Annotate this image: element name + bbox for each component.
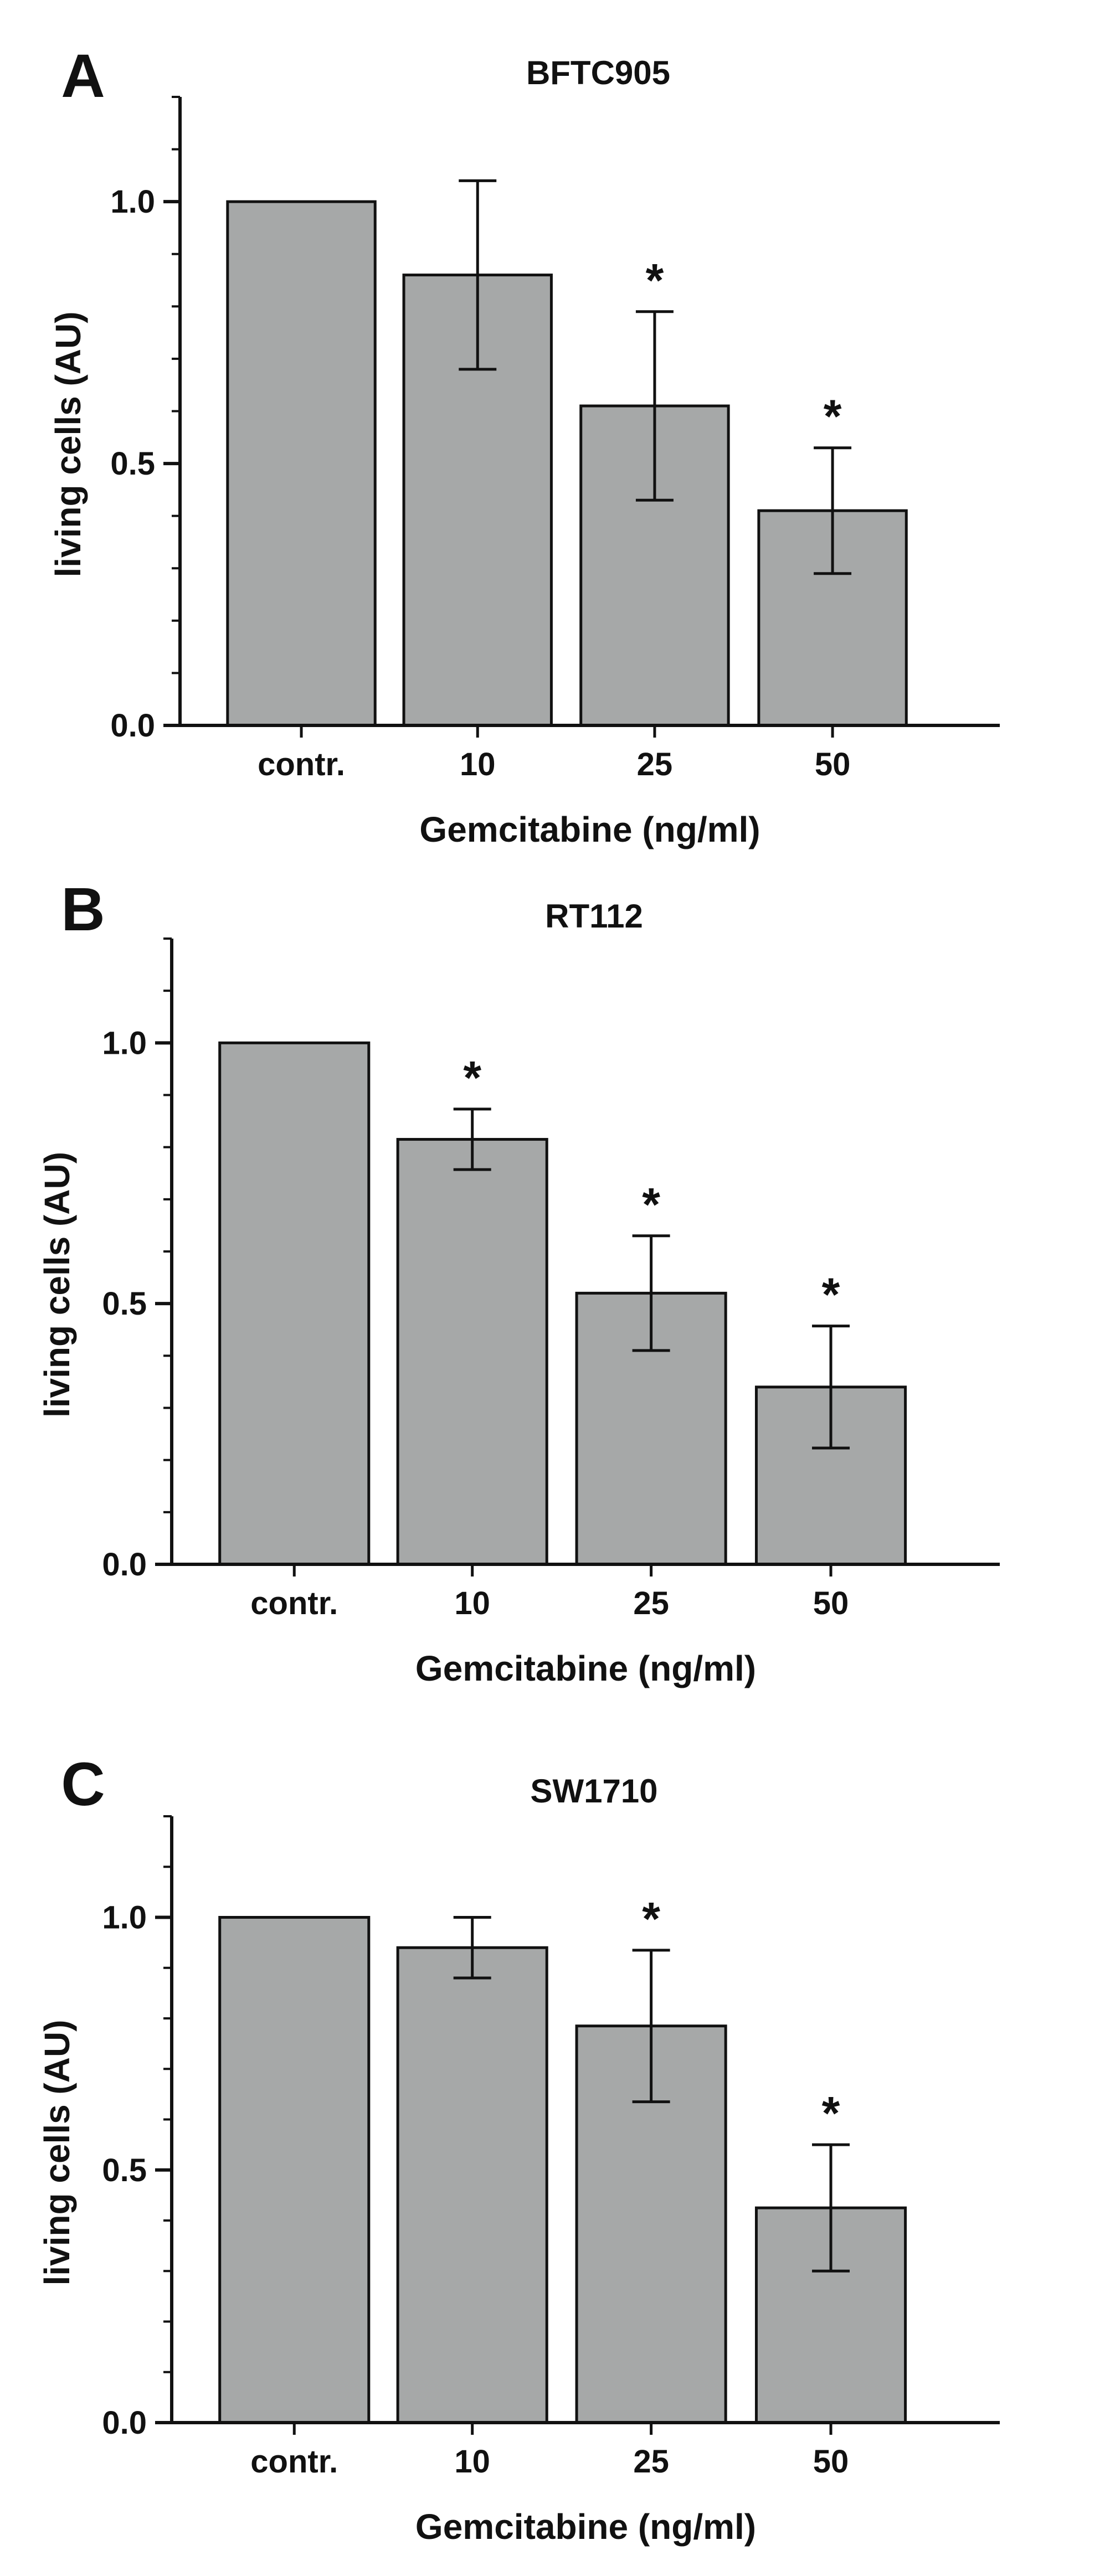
significance-marker: * bbox=[824, 390, 842, 442]
panel-a: A BFTC905 contr. 10 * 25 * 50 0.0 0.5 1.0 Gemcitabi… bbox=[48, 42, 1000, 849]
x-tick-label: 25 bbox=[637, 746, 673, 782]
y-tick-label: 1.0 bbox=[102, 1025, 147, 1061]
panel-b: B RT112 contr. * 10 * 25 * 50 0.0 0.5 1.0 Gemcitabin… bbox=[37, 875, 1000, 1688]
bar-10 bbox=[396, 1946, 548, 2424]
x-tick-label: contr. bbox=[250, 1585, 338, 1621]
significance-marker: * bbox=[822, 2087, 840, 2139]
x-axis-label: Gemcitabine (ng/ml) bbox=[415, 2507, 756, 2547]
significance-marker: * bbox=[822, 1269, 840, 1321]
significance-marker: * bbox=[646, 254, 664, 306]
significance-marker: * bbox=[642, 1893, 660, 1945]
x-tick-label: 50 bbox=[813, 1585, 849, 1621]
y-tick-label: 0.5 bbox=[102, 2152, 147, 2188]
y-tick-label: 0.0 bbox=[102, 1547, 147, 1583]
chart-title: SW1710 bbox=[530, 1773, 657, 1810]
panel-letter: A bbox=[61, 42, 105, 110]
chart-title: BFTC905 bbox=[526, 54, 670, 91]
y-axis-label: living cells (AU) bbox=[48, 311, 88, 577]
y-axis-label: living cells (AU) bbox=[37, 2019, 77, 2285]
x-tick-label: 25 bbox=[633, 2444, 669, 2480]
y-tick-label: 0.5 bbox=[102, 1286, 147, 1322]
x-tick-label: 25 bbox=[633, 1585, 669, 1621]
x-tick-label: contr. bbox=[250, 2444, 338, 2480]
x-axis-label: Gemcitabine (ng/ml) bbox=[419, 810, 760, 849]
y-tick-label: 0.0 bbox=[110, 708, 155, 744]
panel-letter: C bbox=[61, 1750, 105, 1818]
significance-marker: * bbox=[642, 1178, 660, 1230]
x-tick-label: contr. bbox=[258, 746, 345, 782]
panel-letter: B bbox=[61, 875, 105, 944]
y-tick-label: 1.0 bbox=[102, 1900, 147, 1936]
y-tick-label: 0.0 bbox=[102, 2405, 147, 2441]
y-axis-label: living cells (AU) bbox=[37, 1152, 77, 1418]
bar-contr bbox=[218, 1916, 371, 2424]
bar-10 bbox=[396, 1138, 548, 1566]
significance-marker: * bbox=[463, 1052, 481, 1104]
bar-contr bbox=[218, 1041, 371, 1566]
x-tick-label: 10 bbox=[460, 746, 496, 782]
x-tick-label: 50 bbox=[813, 2444, 849, 2480]
chart-title: RT112 bbox=[545, 898, 643, 935]
x-tick-label: 10 bbox=[454, 2444, 490, 2480]
bar-contr bbox=[226, 200, 377, 727]
x-axis-label: Gemcitabine (ng/ml) bbox=[415, 1648, 756, 1688]
y-tick-label: 1.0 bbox=[110, 184, 155, 220]
panel-c: C SW1710 contr. 10 * 25 * 50 0.0 0.5 1.0 Gemcitabin… bbox=[37, 1750, 1000, 2547]
x-tick-label: 10 bbox=[454, 1585, 490, 1621]
x-tick-label: 50 bbox=[815, 746, 851, 782]
y-tick-label: 0.5 bbox=[110, 446, 155, 482]
